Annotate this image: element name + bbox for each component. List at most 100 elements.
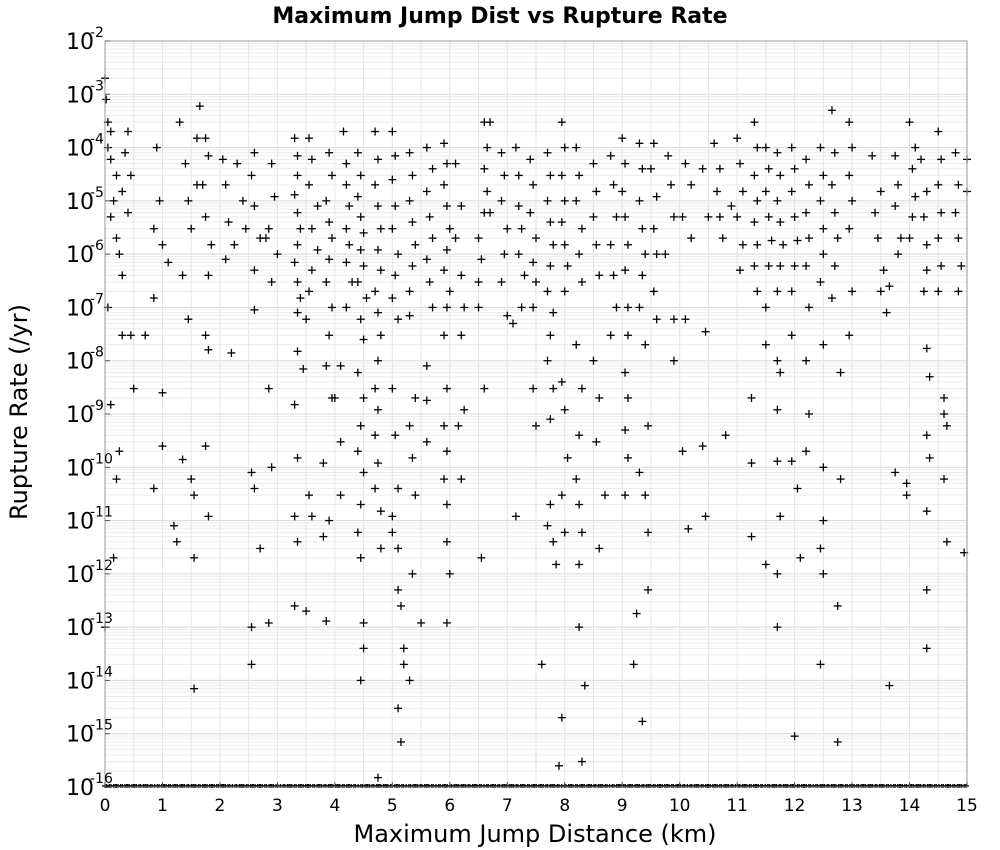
data-point: [922, 431, 931, 440]
data-point: [661, 250, 670, 259]
data-point: [526, 208, 535, 217]
data-point: [411, 491, 420, 500]
data-point: [922, 344, 931, 353]
data-point: [738, 187, 747, 196]
data-point: [408, 261, 417, 270]
data-point: [201, 331, 210, 340]
data-point: [951, 148, 960, 157]
data-point: [575, 623, 584, 632]
data-point: [827, 106, 836, 115]
data-point: [201, 134, 210, 143]
data-point: [572, 196, 581, 205]
data-point: [687, 234, 696, 243]
data-point: [532, 278, 540, 287]
y-tick-label: 10-2: [66, 25, 104, 55]
data-point: [816, 143, 825, 152]
data-point: [830, 261, 839, 270]
data-point: [747, 459, 756, 468]
data-point: [589, 356, 598, 365]
data-point: [342, 258, 351, 267]
data-point: [954, 287, 963, 296]
data-point: [322, 361, 331, 370]
data-point: [109, 196, 118, 205]
data-point: [816, 660, 825, 669]
data-point: [773, 196, 782, 205]
data-point: [517, 303, 526, 312]
data-point: [305, 134, 314, 143]
data-point: [891, 468, 900, 477]
data-point: [483, 187, 492, 196]
data-point: [606, 331, 615, 340]
data-point: [399, 644, 408, 653]
data-point: [264, 384, 273, 393]
data-point: [879, 266, 888, 275]
data-point: [356, 245, 365, 254]
data-point: [336, 491, 345, 500]
data-point: [827, 180, 836, 189]
data-point: [652, 250, 661, 259]
data-point: [371, 180, 380, 189]
data-point: [922, 644, 931, 653]
data-point: [442, 500, 451, 509]
data-point: [388, 224, 397, 233]
data-point: [342, 303, 351, 312]
data-point: [442, 618, 451, 627]
data-point: [764, 212, 773, 221]
x-tick-label: 1: [157, 796, 168, 816]
data-point: [405, 676, 414, 685]
data-point: [848, 143, 857, 152]
x-tick-label: 14: [899, 796, 921, 816]
data-point: [388, 384, 397, 393]
data-point: [273, 250, 282, 259]
data-point: [891, 151, 900, 160]
data-point: [256, 544, 265, 553]
data-point: [477, 553, 486, 562]
data-point: [621, 426, 630, 435]
data-point: [819, 340, 828, 349]
data-point: [848, 287, 857, 296]
data-point: [126, 331, 135, 340]
data-point: [264, 224, 273, 233]
data-point: [270, 192, 279, 201]
data-point: [517, 224, 526, 233]
data-point: [373, 459, 382, 468]
data-point: [905, 118, 914, 127]
data-point: [575, 431, 584, 440]
data-point: [293, 151, 302, 160]
data-point: [804, 180, 813, 189]
data-point: [322, 278, 331, 287]
data-point: [112, 234, 121, 243]
data-point: [408, 218, 417, 227]
data-point: [359, 228, 368, 237]
data-point: [790, 212, 799, 221]
data-point: [753, 240, 762, 249]
data-point: [836, 475, 845, 484]
data-point: [307, 266, 316, 275]
data-point: [509, 319, 518, 328]
data-point: [623, 331, 632, 340]
data-point: [394, 250, 403, 259]
data-point: [290, 601, 299, 610]
data-point: [405, 287, 414, 296]
data-point: [529, 303, 538, 312]
data-point: [635, 196, 644, 205]
floor-points-band: [102, 784, 969, 788]
data-point: [830, 148, 839, 157]
data-point: [836, 368, 845, 377]
data-point: [201, 212, 210, 221]
data-point: [546, 331, 555, 340]
data-point: [669, 356, 678, 365]
data-point: [845, 331, 854, 340]
data-point: [592, 240, 601, 249]
data-point: [241, 224, 250, 233]
data-point: [373, 405, 382, 414]
data-point: [440, 139, 449, 148]
data-point: [376, 331, 385, 340]
data-point: [557, 713, 566, 722]
data-point: [546, 415, 555, 424]
data-point: [549, 240, 558, 249]
data-point: [669, 315, 678, 324]
data-point: [816, 544, 825, 553]
data-point: [371, 384, 380, 393]
data-point: [247, 623, 256, 632]
